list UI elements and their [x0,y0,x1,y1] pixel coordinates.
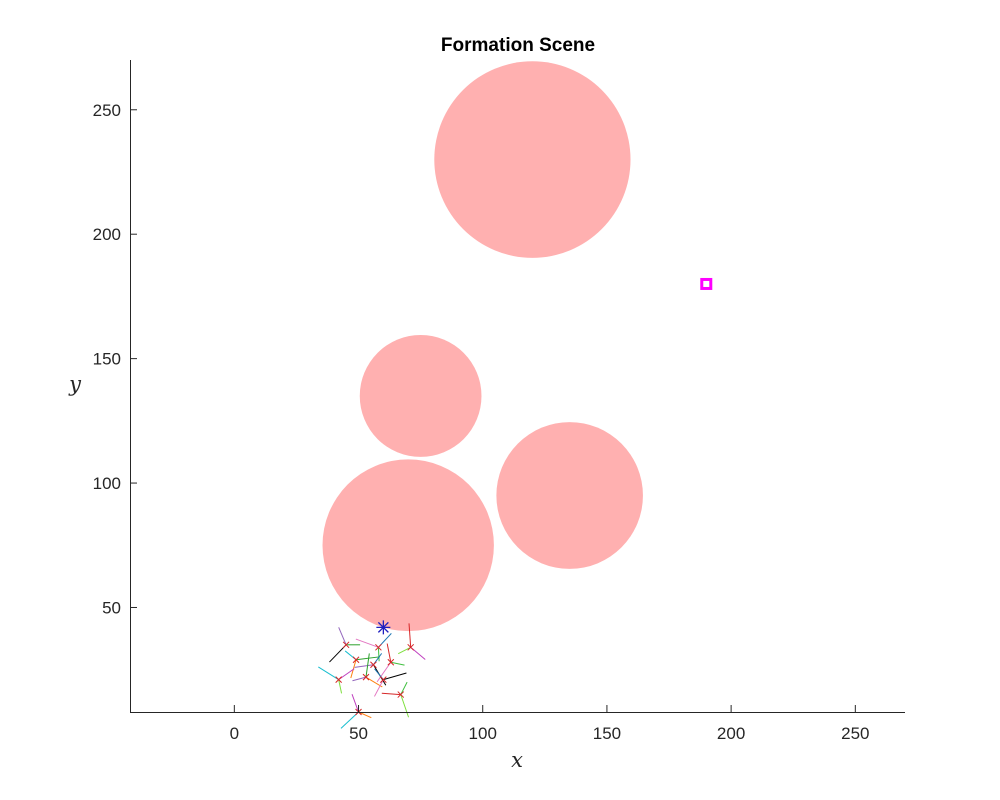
agent-velocity-line [381,692,401,696]
agent-marker [380,676,387,684]
goal-square [700,277,713,290]
obstacles [322,61,643,632]
x-tick-label: 0 [230,724,239,743]
agent-marker [342,641,350,649]
x-tick-label: 50 [349,724,368,743]
leader-asterisk [376,620,391,635]
x-ticks: 0 50 100 150 200 250 [230,705,870,743]
agent-velocity-line [352,676,367,682]
goal-marker [700,277,713,290]
agent-marker [370,661,377,669]
agent-1 [329,627,361,663]
agent-6 [376,643,405,683]
chart-title: Formation Scene [441,35,595,56]
agent-velocity-line [338,627,347,646]
y-tick-label: 50 [102,598,121,617]
leader-marker [376,620,391,635]
agent-velocity-line [386,643,392,663]
y-tick-label: 100 [93,474,121,493]
agent-marker [397,691,405,698]
agent-velocity-line [377,647,380,662]
agent-velocity-line [390,661,405,666]
agent-velocity-line [351,693,359,713]
agent-9 [374,668,407,697]
agent-4 [344,650,380,679]
agent-velocity-line [408,623,412,648]
y-tick-label: 200 [93,225,121,244]
axes [130,60,905,713]
agent-velocity-line [365,653,370,678]
agent-8 [352,653,383,688]
y-axis-label: y [68,372,82,396]
agent-marker [362,673,370,681]
obstacle-circle-3 [496,422,643,569]
agent-velocity-line [338,679,343,694]
agent-velocity-line [338,668,355,681]
agent-velocity-line [365,676,383,688]
obstacle-circle-2 [359,334,482,457]
y-tick-label: 250 [93,101,121,120]
agent-velocity-line [397,646,411,655]
x-axis-label: x [511,748,523,772]
x-tick-label: 200 [717,724,745,743]
agent-marker [407,643,415,651]
y-ticks: 50 100 150 200 250 [93,101,137,617]
agent-velocity-line [383,672,407,681]
agent-marker [335,676,343,684]
agent-velocity-line [354,664,374,668]
agent-velocity-line [376,661,392,683]
agent-10 [381,681,410,718]
agent-2 [355,633,392,662]
agent-velocity-line [355,656,380,661]
agent-velocity-line [318,666,339,681]
y-tick-label: 150 [93,350,121,369]
agent-velocity-line [355,638,379,648]
x-tick-label: 250 [841,724,869,743]
formation-agents [318,623,426,729]
obstacle-circle-4 [322,459,494,632]
agent-velocity-line [374,679,384,697]
agent-velocity-line [400,694,410,718]
agent-marker [375,643,382,651]
agent-marker [387,658,395,666]
agent-velocity-line [400,681,408,695]
agent-3 [397,623,426,660]
x-tick-label: 100 [469,724,497,743]
agent-marker [352,656,360,664]
agent-7 [318,666,355,694]
obstacle-circle-1 [434,61,631,258]
x-tick-label: 150 [593,724,621,743]
